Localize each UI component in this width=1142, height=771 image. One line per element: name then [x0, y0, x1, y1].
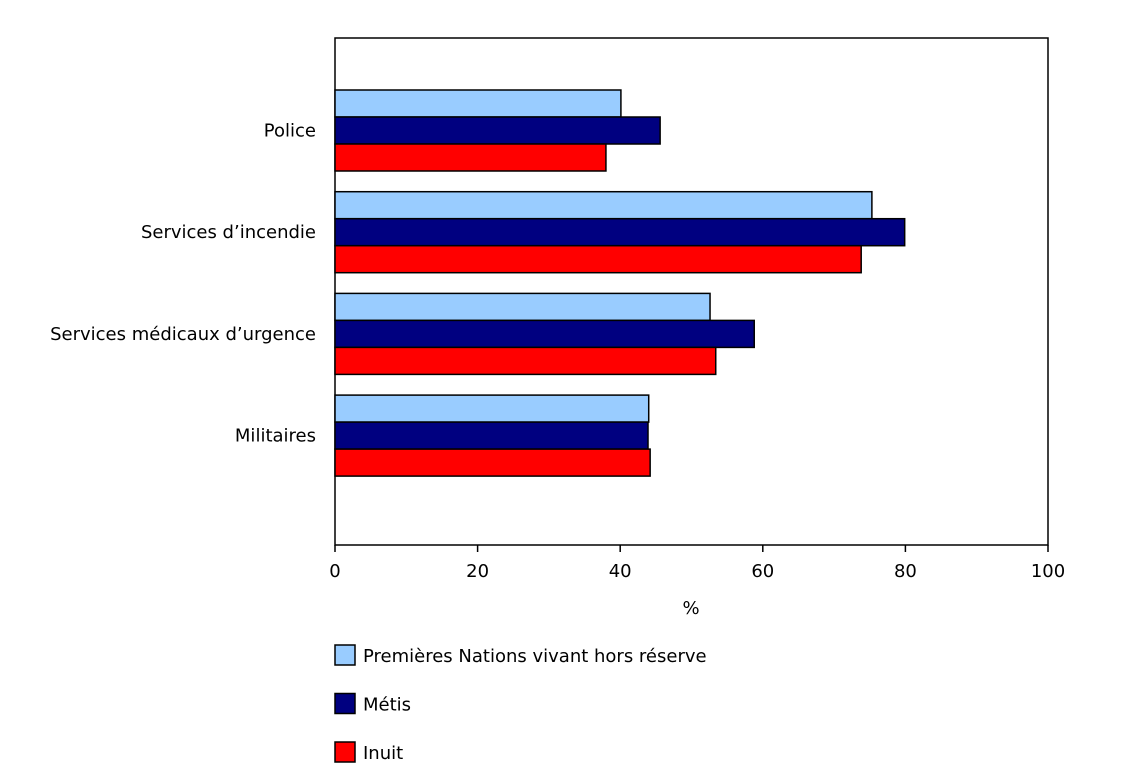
x-tick-label: 0 — [329, 561, 340, 582]
x-tick-label: 100 — [1031, 561, 1065, 582]
bar — [334, 394, 650, 423]
bar — [334, 292, 711, 322]
legend-label: Métis — [363, 695, 411, 716]
legend-swatch — [334, 692, 356, 715]
category-label: Militaires — [235, 426, 316, 447]
x-tick-label: 20 — [466, 561, 489, 582]
legend-swatch — [334, 644, 356, 666]
bar — [334, 190, 873, 220]
x-axis-label: % — [682, 598, 699, 619]
category-label: Services d’incendie — [141, 222, 316, 243]
x-tick-label: 40 — [609, 561, 632, 582]
bar — [334, 346, 717, 376]
bar — [334, 89, 622, 118]
category-label: Services médicaux d’urgence — [50, 324, 316, 345]
bar — [334, 421, 649, 450]
bar — [334, 143, 607, 172]
legend-swatch — [334, 741, 356, 763]
legend-label: Premières Nations vivant hors réserve — [363, 646, 707, 667]
x-tick-label: 60 — [751, 561, 774, 582]
category-label: Police — [264, 121, 316, 142]
x-tick-label: 80 — [894, 561, 917, 582]
bar — [334, 244, 862, 274]
bar — [334, 448, 651, 477]
bar — [334, 116, 661, 145]
bar — [334, 319, 755, 349]
bar — [334, 217, 906, 247]
legend-label: Inuit — [363, 743, 403, 764]
